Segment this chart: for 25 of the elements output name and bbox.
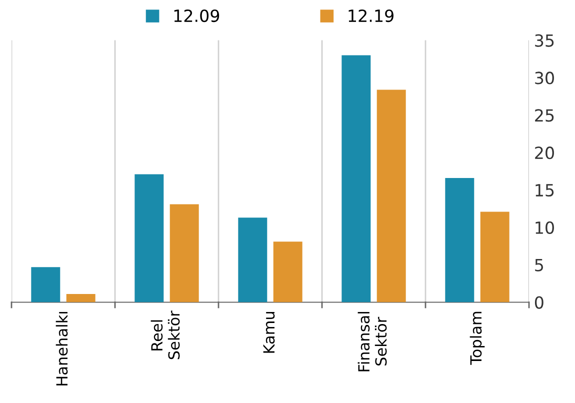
legend-label: 12.19 xyxy=(348,9,394,22)
y-tick-label: 35 xyxy=(535,34,554,47)
bar xyxy=(376,90,406,302)
bar xyxy=(445,178,474,302)
bar xyxy=(342,55,371,302)
x-tick-label: Reel Sektör xyxy=(150,310,180,360)
y-tick-label: 30 xyxy=(535,72,554,84)
bar xyxy=(238,218,268,302)
x-tick-label: Kamu xyxy=(263,312,275,353)
y-tick-label: 20 xyxy=(535,146,554,160)
bar xyxy=(273,242,302,302)
bar xyxy=(66,294,96,302)
bar xyxy=(170,204,199,302)
bar xyxy=(31,267,60,302)
bar xyxy=(480,212,510,302)
y-tick-label: 25 xyxy=(535,109,554,122)
y-tick-label: 0 xyxy=(534,296,544,309)
y-tick-label: 10 xyxy=(536,221,554,234)
x-tick-label: Toplam xyxy=(470,312,485,365)
bar xyxy=(134,174,164,302)
y-tick-label: 15 xyxy=(536,184,554,197)
y-tick-label: 5 xyxy=(535,259,544,272)
x-tick-label: Finansal Sektör xyxy=(358,312,387,372)
x-tick-label: Hanehalkı xyxy=(56,312,68,386)
legend-label: 12.09 xyxy=(174,9,220,22)
